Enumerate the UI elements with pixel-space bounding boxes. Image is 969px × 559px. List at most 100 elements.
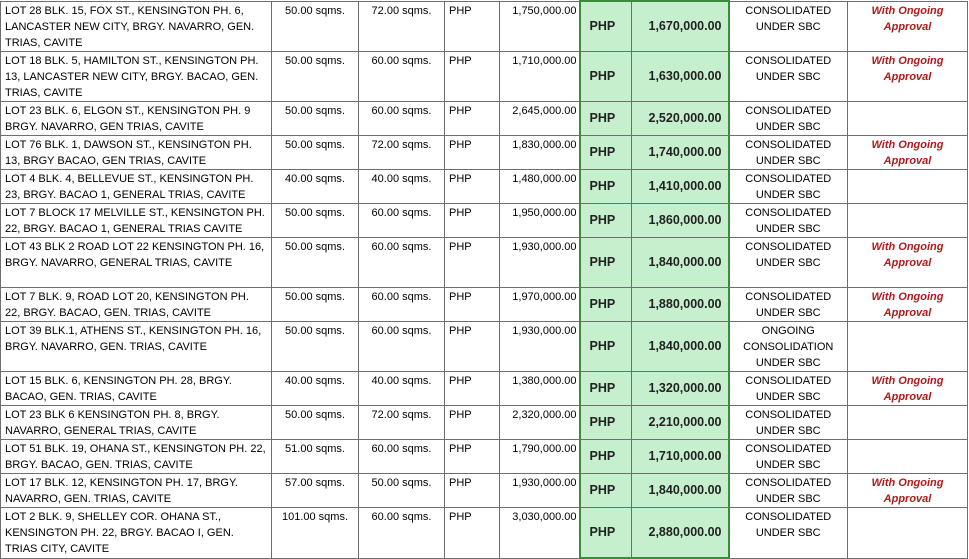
new-price: 1,840,000.00 xyxy=(631,320,730,372)
title-status: CONSOLIDATED UNDER SBC xyxy=(727,286,848,322)
property-address: LOT 23 BLK. 6, ELGON ST., KENSINGTON PH.… xyxy=(0,100,272,136)
floor-area: 50.00 sqms. xyxy=(358,472,445,508)
new-price: 1,840,000.00 xyxy=(631,472,730,508)
title-status: ONGOING CONSOLIDATION UNDER SBC xyxy=(727,320,848,372)
title-status: CONSOLIDATED UNDER SBC xyxy=(727,168,848,204)
floor-area: 60.00 sqms. xyxy=(358,100,445,136)
approval-remark xyxy=(847,438,968,474)
lot-area: 50.00 sqms. xyxy=(271,0,359,52)
property-address: LOT 7 BLOCK 17 MELVILLE ST., KENSINGTON … xyxy=(0,202,272,238)
new-price: 1,320,000.00 xyxy=(631,370,730,406)
table-row: LOT 76 BLK. 1, DAWSON ST., KENSINGTON PH… xyxy=(0,134,968,170)
lot-area: 40.00 sqms. xyxy=(271,168,359,204)
original-price: 1,710,000.00 xyxy=(499,50,580,102)
approval-remark: With Ongoing Approval xyxy=(847,472,968,508)
currency: PHP xyxy=(444,404,500,440)
new-price: 2,520,000.00 xyxy=(631,100,730,136)
new-price-currency: PHP xyxy=(578,404,632,440)
table-row: LOT 4 BLK. 4, BELLEVUE ST., KENSINGTON P… xyxy=(0,168,968,204)
currency: PHP xyxy=(444,50,500,102)
lot-area: 50.00 sqms. xyxy=(271,404,359,440)
approval-remark xyxy=(847,404,968,440)
floor-area: 72.00 sqms. xyxy=(358,134,445,170)
new-price: 1,840,000.00 xyxy=(631,236,730,288)
title-status: CONSOLIDATED UNDER SBC xyxy=(727,370,848,406)
original-price: 1,830,000.00 xyxy=(499,134,580,170)
table-row: LOT 17 BLK. 12, KENSINGTON PH. 17, BRGY.… xyxy=(0,472,968,508)
approval-remark xyxy=(847,506,968,559)
new-price: 2,210,000.00 xyxy=(631,404,730,440)
currency: PHP xyxy=(444,506,500,559)
property-address: LOT 7 BLK. 9, ROAD LOT 20, KENSINGTON PH… xyxy=(0,286,272,322)
title-status: CONSOLIDATED UNDER SBC xyxy=(727,100,848,136)
floor-area: 60.00 sqms. xyxy=(358,236,445,288)
table-row: LOT 7 BLOCK 17 MELVILLE ST., KENSINGTON … xyxy=(0,202,968,238)
title-status: CONSOLIDATED UNDER SBC xyxy=(727,134,848,170)
property-address: LOT 2 BLK. 9, SHELLEY COR. OHANA ST., KE… xyxy=(0,506,272,559)
original-price: 1,380,000.00 xyxy=(499,370,580,406)
floor-area: 72.00 sqms. xyxy=(358,0,445,52)
table-row: LOT 18 BLK. 5, HAMILTON ST., KENSINGTON … xyxy=(0,50,968,102)
currency: PHP xyxy=(444,236,500,288)
lot-area: 50.00 sqms. xyxy=(271,100,359,136)
new-price: 1,710,000.00 xyxy=(631,438,730,474)
new-price-currency: PHP xyxy=(578,320,632,372)
lot-area: 101.00 sqms. xyxy=(271,506,359,559)
property-address: LOT 76 BLK. 1, DAWSON ST., KENSINGTON PH… xyxy=(0,134,272,170)
currency: PHP xyxy=(444,168,500,204)
original-price: 1,930,000.00 xyxy=(499,236,580,288)
title-status: CONSOLIDATED UNDER SBC xyxy=(727,0,848,52)
original-price: 1,480,000.00 xyxy=(499,168,580,204)
title-status: CONSOLIDATED UNDER SBC xyxy=(727,404,848,440)
floor-area: 40.00 sqms. xyxy=(358,168,445,204)
lot-area: 50.00 sqms. xyxy=(271,236,359,288)
property-address: LOT 43 BLK 2 ROAD LOT 22 KENSINGTON PH. … xyxy=(0,236,272,288)
new-price: 1,880,000.00 xyxy=(631,286,730,322)
new-price-currency: PHP xyxy=(578,0,632,52)
title-status: CONSOLIDATED UNDER SBC xyxy=(727,50,848,102)
approval-remark xyxy=(847,320,968,372)
original-price: 1,930,000.00 xyxy=(499,320,580,372)
new-price: 2,880,000.00 xyxy=(631,506,730,559)
approval-remark xyxy=(847,100,968,136)
currency: PHP xyxy=(444,134,500,170)
original-price: 3,030,000.00 xyxy=(499,506,580,559)
lot-area: 50.00 sqms. xyxy=(271,50,359,102)
floor-area: 60.00 sqms. xyxy=(358,202,445,238)
approval-remark: With Ongoing Approval xyxy=(847,0,968,52)
currency: PHP xyxy=(444,100,500,136)
table-row: LOT 23 BLK. 6, ELGON ST., KENSINGTON PH.… xyxy=(0,100,968,136)
floor-area: 72.00 sqms. xyxy=(358,404,445,440)
property-address: LOT 4 BLK. 4, BELLEVUE ST., KENSINGTON P… xyxy=(0,168,272,204)
new-price: 1,410,000.00 xyxy=(631,168,730,204)
currency: PHP xyxy=(444,438,500,474)
approval-remark: With Ongoing Approval xyxy=(847,134,968,170)
original-price: 1,930,000.00 xyxy=(499,472,580,508)
title-status: CONSOLIDATED UNDER SBC xyxy=(727,236,848,288)
table-row: LOT 28 BLK. 15, FOX ST., KENSINGTON PH. … xyxy=(0,0,968,52)
title-status: CONSOLIDATED UNDER SBC xyxy=(727,506,848,559)
property-address: LOT 28 BLK. 15, FOX ST., KENSINGTON PH. … xyxy=(0,0,272,52)
property-address: LOT 51 BLK. 19, OHANA ST., KENSINGTON PH… xyxy=(0,438,272,474)
new-price-currency: PHP xyxy=(578,506,632,559)
original-price: 2,320,000.00 xyxy=(499,404,580,440)
floor-area: 60.00 sqms. xyxy=(358,320,445,372)
property-address: LOT 15 BLK. 6, KENSINGTON PH. 28, BRGY. … xyxy=(0,370,272,406)
new-price: 1,860,000.00 xyxy=(631,202,730,238)
currency: PHP xyxy=(444,370,500,406)
table-row: LOT 23 BLK 6 KENSINGTON PH. 8, BRGY. NAV… xyxy=(0,404,968,440)
new-price: 1,670,000.00 xyxy=(631,0,730,52)
lot-area: 40.00 sqms. xyxy=(271,370,359,406)
lot-area: 50.00 sqms. xyxy=(271,320,359,372)
approval-remark xyxy=(847,202,968,238)
approval-remark: With Ongoing Approval xyxy=(847,236,968,288)
table-row: LOT 2 BLK. 9, SHELLEY COR. OHANA ST., KE… xyxy=(0,506,968,559)
currency: PHP xyxy=(444,0,500,52)
table-row: LOT 7 BLK. 9, ROAD LOT 20, KENSINGTON PH… xyxy=(0,286,968,322)
title-status: CONSOLIDATED UNDER SBC xyxy=(727,472,848,508)
new-price: 1,630,000.00 xyxy=(631,50,730,102)
lot-area: 51.00 sqms. xyxy=(271,438,359,474)
floor-area: 60.00 sqms. xyxy=(358,50,445,102)
